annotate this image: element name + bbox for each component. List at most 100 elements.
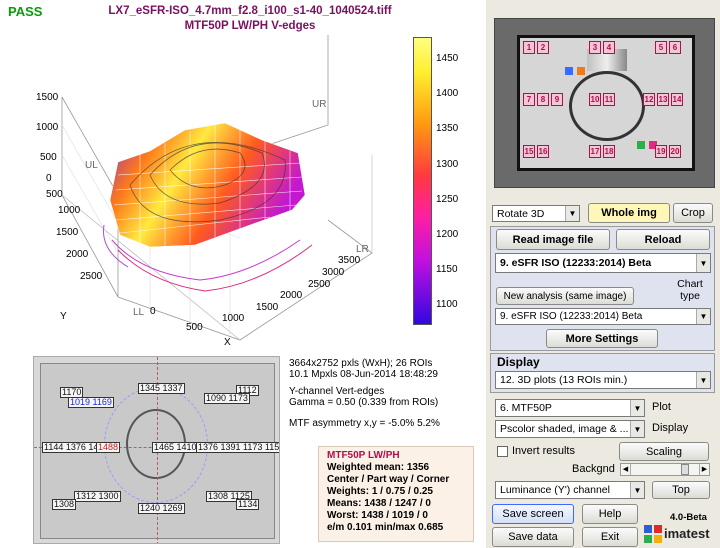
display-mode-label: Display bbox=[652, 422, 689, 434]
x-tick: 0 bbox=[150, 306, 156, 317]
roi-tile: 11 bbox=[603, 93, 615, 106]
roi-tile: 12 bbox=[643, 93, 655, 106]
x-tick: 2500 bbox=[308, 279, 331, 290]
chart-select-value: 9. eSFR ISO (12233:2014) Beta bbox=[500, 257, 652, 269]
mtf-summary-box: MTF50P LW/PH Weighted mean: 1356 Center … bbox=[318, 446, 474, 542]
chevron-down-icon: ▼ bbox=[696, 372, 710, 388]
reload-button[interactable]: Reload bbox=[616, 229, 710, 250]
slider-left-arrow-icon[interactable]: ◀ bbox=[621, 464, 631, 475]
roi-label: 1308 1125 bbox=[206, 491, 252, 502]
invert-results-label: Invert results bbox=[512, 445, 575, 457]
roi-tile: 7 bbox=[523, 93, 535, 106]
roi-label: 1376 1391 1173 1152 bbox=[196, 442, 279, 453]
chevron-down-icon: ▼ bbox=[696, 254, 710, 272]
crop-button[interactable]: Crop bbox=[673, 203, 713, 223]
3d-surface-plot: UL UR LL LR 1500 1000 500 0 500 1000 150… bbox=[36, 35, 373, 348]
x-tick: 3000 bbox=[322, 267, 345, 278]
roi-label: 1465 1410 bbox=[152, 442, 199, 453]
channel-select[interactable]: Luminance (Y') channel ▼ bbox=[495, 481, 645, 499]
new-analysis-button[interactable]: New analysis (same image) bbox=[496, 287, 634, 305]
summary-ratio: e/m 0.101 min/max 0.685 bbox=[327, 522, 444, 533]
display-mode-select[interactable]: Pscolor shaded, image & ... ▼ bbox=[495, 420, 645, 438]
summary-weighted-mean: Weighted mean: 1356 bbox=[327, 462, 430, 473]
x-tick: 3500 bbox=[338, 255, 361, 266]
plot-select-value: 6. MTF50P bbox=[500, 402, 552, 414]
help-button[interactable]: Help bbox=[582, 504, 638, 524]
roi-tile: 15 bbox=[523, 145, 535, 158]
roi-tile: 20 bbox=[669, 145, 681, 158]
roi-tile: 18 bbox=[603, 145, 615, 158]
whole-img-button[interactable]: Whole img bbox=[588, 203, 670, 223]
roi-tile: 14 bbox=[671, 93, 683, 106]
info-gamma: Gamma = 0.50 (0.339 from ROIs) bbox=[289, 397, 439, 408]
info-megapixels: 10.1 Mpxls 08-Jun-2014 18:48:29 bbox=[289, 369, 438, 380]
scaling-button[interactable]: Scaling bbox=[619, 442, 709, 461]
roi-label: 1312 1300 bbox=[74, 491, 121, 502]
backgnd-slider[interactable]: ◀ ▶ bbox=[620, 463, 710, 476]
roi-tile: 5 bbox=[655, 41, 667, 54]
slider-right-arrow-icon[interactable]: ▶ bbox=[699, 464, 709, 475]
save-data-button[interactable]: Save data bbox=[492, 527, 574, 547]
roi-tile: 13 bbox=[657, 93, 669, 106]
roi-label: 1308 bbox=[52, 499, 77, 510]
x-tick: 2000 bbox=[280, 290, 303, 301]
display-select[interactable]: 12. 3D plots (13 ROIs min.) ▼ bbox=[495, 371, 711, 389]
info-dimensions: 3664x2752 pxls (WxH); 26 ROIs bbox=[289, 358, 433, 369]
colorbar-tick: 1350 bbox=[436, 123, 459, 134]
pass-status: PASS bbox=[8, 4, 43, 19]
chart-select[interactable]: 9. eSFR ISO (12233:2014) Beta ▼ bbox=[495, 253, 711, 273]
exit-button[interactable]: Exit bbox=[582, 527, 638, 547]
x-tick: 1500 bbox=[256, 302, 279, 313]
colorbar-tick: 1300 bbox=[436, 159, 459, 170]
y-tick: 1000 bbox=[58, 205, 81, 216]
imatest-logo-icon bbox=[644, 525, 662, 543]
backgnd-label: Backgnd bbox=[572, 463, 615, 475]
roi-tile: 16 bbox=[537, 145, 549, 158]
z-tick: 1000 bbox=[36, 122, 59, 133]
more-settings-button[interactable]: More Settings bbox=[546, 329, 658, 348]
plot-title-metric: MTF50P LW/PH V-edges bbox=[184, 20, 316, 32]
colorbar-tick: 1150 bbox=[436, 264, 458, 275]
save-screen-button[interactable]: Save screen bbox=[492, 504, 574, 524]
image-thumbnail[interactable]: 1 2 3 4 5 6 7 8 9 10 11 12 13 14 15 16 17 18 19 20 bbox=[494, 18, 715, 188]
y-tick: 0 bbox=[46, 173, 52, 184]
colorbar-tick: 1450 bbox=[436, 53, 459, 64]
summary-weights: Weights: 1 / 0.75 / 0.25 bbox=[327, 486, 433, 497]
plot-select[interactable]: 6. MTF50P ▼ bbox=[495, 399, 645, 417]
roi-label: 1488 bbox=[96, 442, 121, 453]
imatest-brand: imatest bbox=[664, 526, 710, 541]
y-tick: 2000 bbox=[66, 249, 89, 260]
colorbar-tick: 1100 bbox=[436, 299, 458, 310]
chevron-down-icon: ▼ bbox=[696, 309, 710, 324]
x-tick: 1000 bbox=[222, 313, 245, 324]
plot-label: Plot bbox=[652, 401, 671, 413]
read-image-file-button[interactable]: Read image file bbox=[496, 229, 610, 250]
colorbar bbox=[413, 37, 432, 325]
chart-type-select[interactable]: 9. eSFR ISO (12233:2014) Beta ▼ bbox=[495, 308, 711, 325]
roi-tile: 9 bbox=[551, 93, 563, 106]
roi-label: 1240 1269 bbox=[138, 503, 185, 514]
slider-thumb[interactable] bbox=[681, 464, 689, 475]
channel-select-value: Luminance (Y') channel bbox=[500, 484, 610, 496]
roi-image-panel: 1170 1019 1169 1345 1337 1112 1090 1173 1144 … bbox=[33, 356, 280, 544]
z-tick: 500 bbox=[40, 152, 57, 163]
version-label: 4.0-Beta bbox=[670, 512, 707, 523]
chevron-down-icon: ▼ bbox=[630, 482, 644, 498]
corner-label-ll: LL bbox=[133, 307, 145, 318]
corner-label-ul: UL bbox=[85, 160, 98, 171]
rotate-select-value: Rotate 3D bbox=[497, 207, 545, 220]
y-tick: 500 bbox=[46, 189, 63, 200]
z-tick: 1500 bbox=[36, 92, 59, 103]
display-label: Display bbox=[497, 355, 540, 369]
chevron-down-icon: ▼ bbox=[630, 421, 644, 437]
top-button[interactable]: Top bbox=[652, 481, 710, 499]
image-info: 3664x2752 pxls (WxH); 26 ROIs 10.1 Mpxls… bbox=[289, 358, 440, 429]
display-select-value: 12. 3D plots (13 ROIs min.) bbox=[500, 374, 628, 386]
colorbar-tick: 1200 bbox=[436, 229, 459, 240]
x-tick: 500 bbox=[186, 322, 203, 333]
control-panel: 1 2 3 4 5 6 7 8 9 10 11 12 13 14 15 16 17 18 19 20 Rotate 3… bbox=[486, 0, 720, 548]
roi-tile: 4 bbox=[603, 41, 615, 54]
rotate-select[interactable]: Rotate 3D ▼ bbox=[492, 205, 580, 222]
invert-results-checkbox[interactable] bbox=[497, 446, 508, 457]
summary-center-part: Center / Part way / Corner bbox=[327, 474, 450, 485]
